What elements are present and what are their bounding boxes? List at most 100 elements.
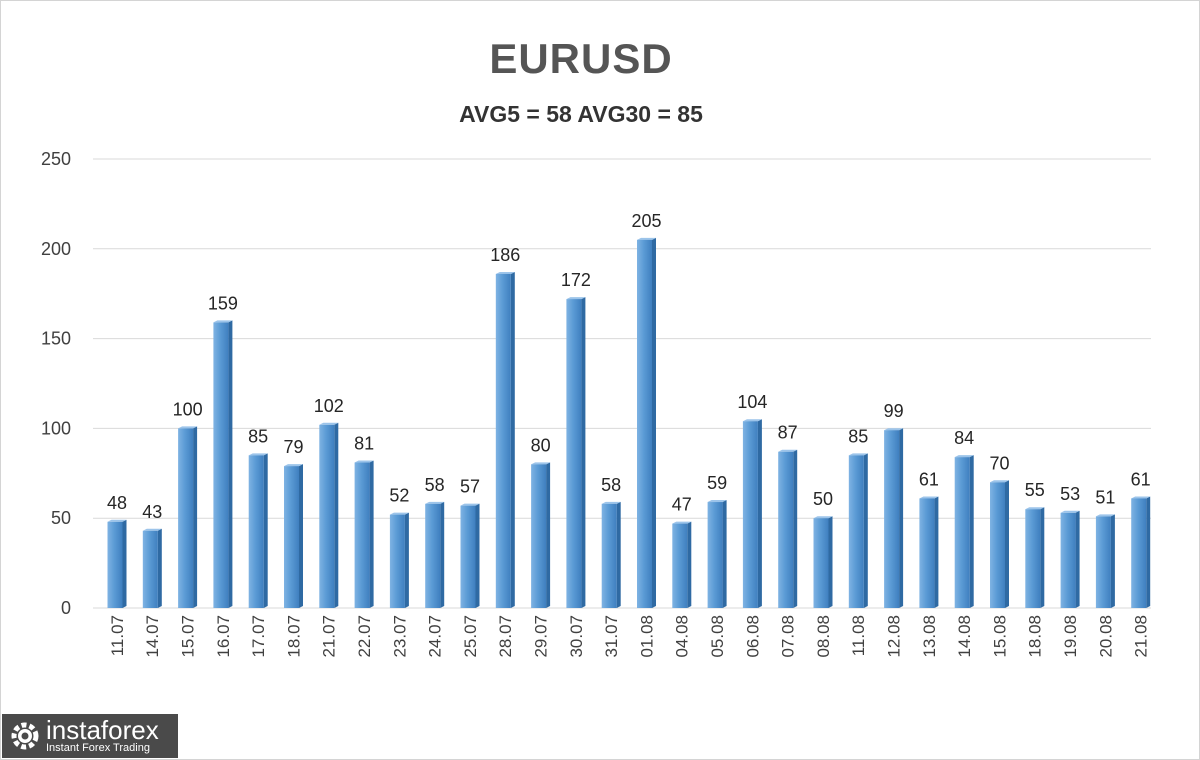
data-label: 205	[631, 211, 661, 231]
x-tick-label: 21.08	[1132, 615, 1151, 658]
bar	[248, 453, 268, 608]
data-label: 43	[142, 502, 162, 522]
x-tick-label: 16.07	[214, 615, 233, 658]
data-label: 55	[1025, 480, 1045, 500]
data-label: 81	[354, 434, 374, 454]
data-label: 59	[707, 473, 727, 493]
x-tick-label: 30.07	[567, 615, 586, 658]
data-label: 104	[737, 392, 767, 412]
logo-tagline: Instant Forex Trading	[46, 742, 150, 754]
bar	[1060, 510, 1080, 608]
x-tick-label: 25.07	[461, 615, 480, 658]
bar	[601, 501, 621, 608]
x-tick-label: 29.07	[532, 615, 551, 658]
x-tick-label: 12.08	[885, 615, 904, 658]
x-tick-label: 04.08	[673, 615, 692, 658]
bar	[848, 453, 868, 608]
data-label: 48	[107, 493, 127, 513]
gear-icon	[11, 722, 39, 750]
bar	[884, 428, 904, 608]
data-label: 85	[848, 426, 868, 446]
data-label: 50	[813, 489, 833, 509]
bar	[954, 455, 974, 608]
x-tick-label: 24.07	[426, 615, 445, 658]
bar	[1025, 507, 1045, 608]
data-label: 61	[919, 469, 939, 489]
bar	[495, 271, 515, 608]
bar	[919, 496, 939, 608]
bar	[566, 297, 586, 608]
x-tick-label: 18.07	[284, 615, 303, 658]
bar	[213, 320, 233, 608]
data-label: 58	[425, 475, 445, 495]
bar	[319, 422, 339, 608]
bar	[107, 519, 127, 608]
y-tick-label: 200	[41, 239, 71, 259]
bar	[1095, 514, 1115, 608]
x-tick-label: 11.08	[849, 615, 868, 656]
data-label: 70	[989, 453, 1009, 473]
bar	[707, 500, 727, 608]
y-tick-label: 150	[41, 329, 71, 349]
data-label: 53	[1060, 484, 1080, 504]
bar	[425, 501, 445, 608]
x-tick-label: 18.08	[1026, 615, 1045, 658]
data-label: 47	[672, 495, 692, 515]
x-tick-label: 22.07	[355, 615, 374, 658]
bar	[1131, 496, 1151, 608]
bar	[142, 528, 162, 608]
bar	[990, 480, 1009, 608]
x-tick-label: 23.07	[390, 615, 409, 658]
bar	[389, 512, 409, 608]
x-tick-label: 20.08	[1096, 615, 1115, 658]
bar	[637, 237, 656, 608]
x-tick-label: 11.07	[108, 615, 127, 656]
x-tick-label: 13.08	[920, 615, 939, 658]
bar	[742, 419, 762, 608]
x-tick-label: 19.08	[1061, 615, 1080, 658]
bar	[778, 449, 798, 608]
data-label: 102	[314, 396, 344, 416]
x-tick-label: 21.07	[320, 615, 339, 658]
data-label: 52	[389, 486, 409, 506]
bar	[672, 521, 692, 608]
bar	[178, 426, 198, 608]
x-tick-label: 14.08	[955, 615, 974, 658]
data-label: 58	[601, 475, 621, 495]
bar	[354, 460, 374, 608]
data-label: 100	[173, 399, 203, 419]
x-tick-label: 15.07	[179, 615, 198, 658]
bar	[284, 464, 303, 608]
data-label: 79	[283, 437, 303, 457]
data-label: 80	[531, 435, 551, 455]
data-label: 159	[208, 293, 238, 313]
x-tick-label: 08.08	[814, 615, 833, 658]
x-tick-label: 28.07	[496, 615, 515, 658]
x-tick-label: 07.08	[779, 615, 798, 658]
x-tick-label: 05.08	[708, 615, 727, 658]
x-tick-label: 31.07	[602, 615, 621, 658]
data-label: 172	[561, 270, 591, 290]
bar	[813, 516, 833, 608]
y-tick-label: 100	[41, 418, 71, 438]
x-tick-label: 06.08	[743, 615, 762, 658]
instaforex-logo: instaforex Instant Forex Trading	[2, 714, 178, 758]
data-label: 87	[778, 423, 798, 443]
chart-title: EURUSD	[489, 35, 673, 82]
chart-subtitle: AVG5 = 58 AVG30 = 85	[459, 101, 703, 127]
y-tick-label: 50	[51, 508, 71, 528]
bar	[531, 462, 551, 608]
bar	[460, 503, 480, 608]
data-label: 186	[490, 245, 520, 265]
y-tick-label: 250	[41, 149, 71, 169]
y-tick-label: 0	[61, 598, 71, 618]
data-label: 85	[248, 426, 268, 446]
x-tick-label: 17.07	[249, 615, 268, 658]
data-label: 99	[884, 401, 904, 421]
data-label: 57	[460, 477, 480, 497]
x-tick-label: 14.07	[143, 615, 162, 658]
data-label: 84	[954, 428, 974, 448]
data-label: 51	[1095, 487, 1115, 507]
